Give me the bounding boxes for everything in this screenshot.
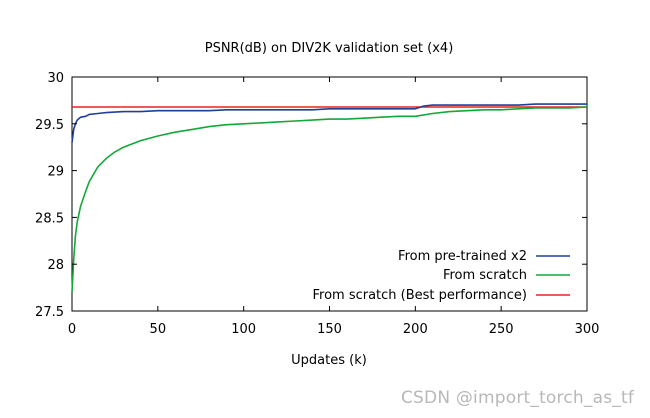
series-layer: [71, 103, 588, 293]
x-tick-label: 150: [317, 322, 342, 337]
legend-label: From scratch (Best performance): [312, 288, 527, 303]
watermark: CSDN @import_torch_as_tf: [400, 388, 634, 408]
y-tick-label: 29.5: [35, 118, 64, 133]
x-tick-label: 200: [403, 322, 428, 337]
y-tick-label: 28.5: [35, 211, 64, 226]
ticks-layer: 0 50 100 150 200 250 300 27.5 28 28.5 29 29.5 30: [35, 71, 599, 337]
x-tick-label: 100: [231, 322, 256, 337]
y-tick-label: 27.5: [35, 305, 64, 320]
series-line-1: [71, 106, 588, 293]
x-tick-label: 300: [575, 322, 600, 337]
series-line-0: [71, 103, 587, 143]
x-tick-label: 0: [68, 322, 76, 337]
y-tick-label: 30: [47, 71, 64, 86]
legend: From pre-trained x2 From scratch From scra…: [312, 249, 570, 303]
x-tick-label: 250: [489, 322, 514, 337]
chart-title: PSNR(dB) on DIV2K validation set (x4): [205, 41, 454, 56]
x-axis-label: Updates (k): [291, 353, 367, 368]
legend-label: From pre-trained x2: [398, 249, 527, 264]
legend-label: From scratch: [443, 268, 527, 283]
y-tick-label: 29: [47, 165, 64, 180]
y-tick-label: 28: [47, 258, 64, 273]
x-tick-label: 50: [150, 322, 167, 337]
